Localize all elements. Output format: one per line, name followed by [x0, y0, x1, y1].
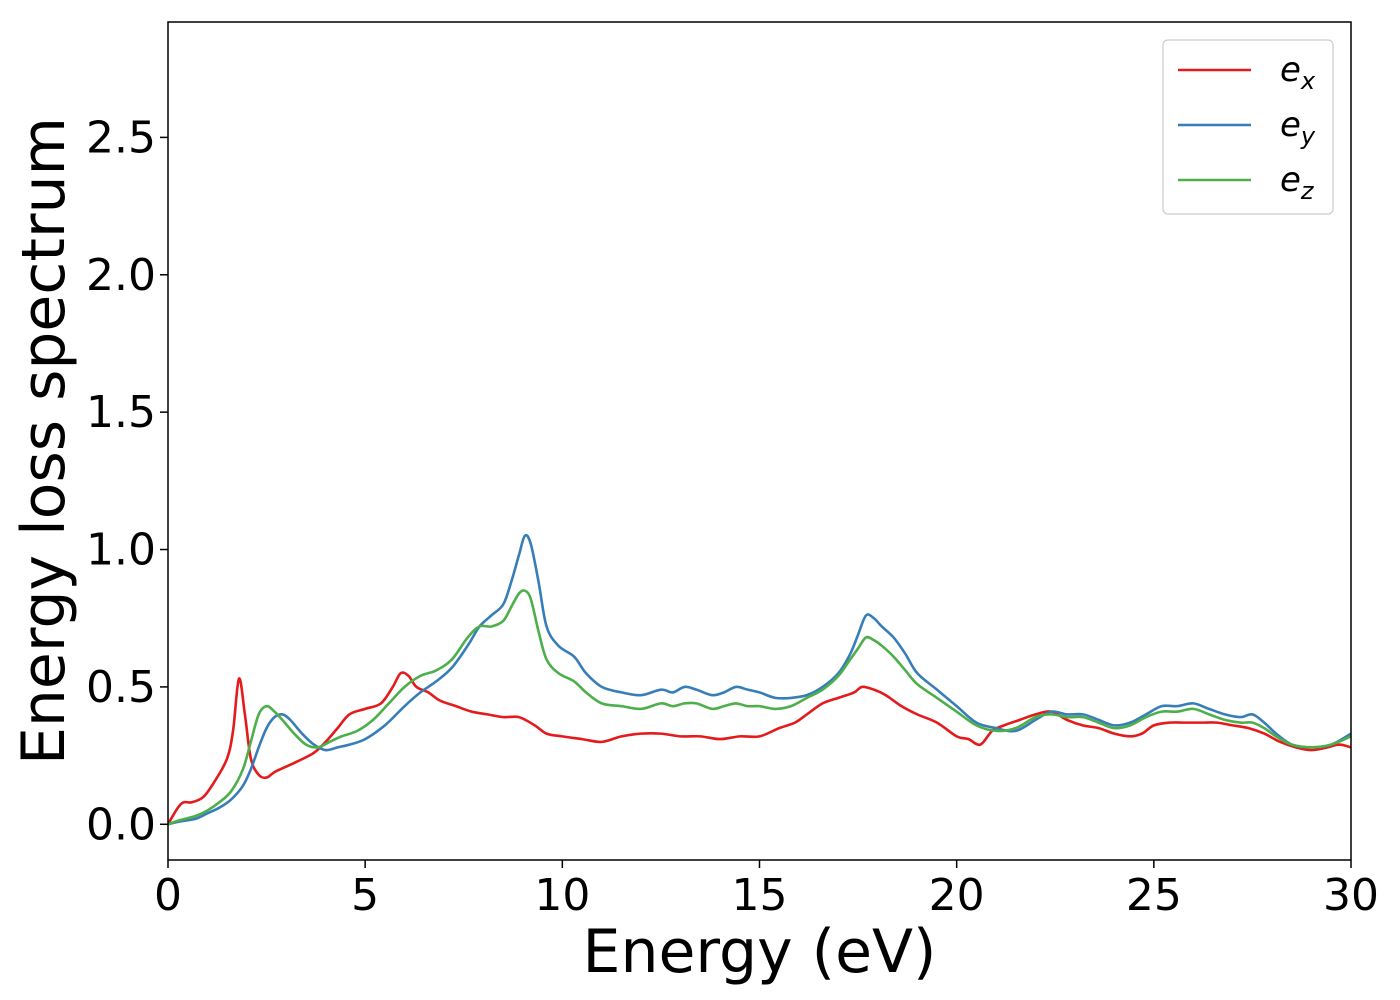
legend-label-ex: ex — [1280, 50, 1316, 95]
x-tick-label: 25 — [1126, 870, 1182, 921]
y-tick-label: 1.0 — [86, 525, 156, 576]
x-axis-title: Energy (eV) — [583, 917, 937, 987]
legend-label-ez: ez — [1280, 160, 1315, 205]
x-tick-label: 5 — [351, 870, 379, 921]
y-axis-title: Energy loss spectrum — [9, 117, 79, 765]
x-tick-label: 20 — [929, 870, 985, 921]
x-axis: 0 5 10 15 20 25 30 — [154, 860, 1379, 921]
series-line-ez — [168, 589, 1351, 826]
legend-label-ey: ey — [1280, 105, 1316, 150]
y-tick-label: 0.0 — [86, 799, 156, 850]
x-tick-label: 10 — [534, 870, 590, 921]
y-tick-label: 2.5 — [86, 112, 156, 163]
y-tick-label: 1.5 — [86, 387, 156, 438]
series-line-ex — [168, 671, 1351, 825]
legend: ex ey ez — [1162, 39, 1334, 215]
plot-lines — [168, 533, 1351, 826]
y-tick-label: 0.5 — [86, 662, 156, 713]
y-axis: 0.0 0.5 1.0 1.5 2.0 2.5 — [86, 112, 168, 850]
x-tick-label: 15 — [732, 870, 788, 921]
series-line-ey — [168, 533, 1351, 826]
y-tick-label: 2.0 — [86, 250, 156, 301]
x-tick-label: 0 — [154, 870, 182, 921]
x-tick-label: 30 — [1323, 870, 1379, 921]
legend-box — [1162, 39, 1334, 215]
